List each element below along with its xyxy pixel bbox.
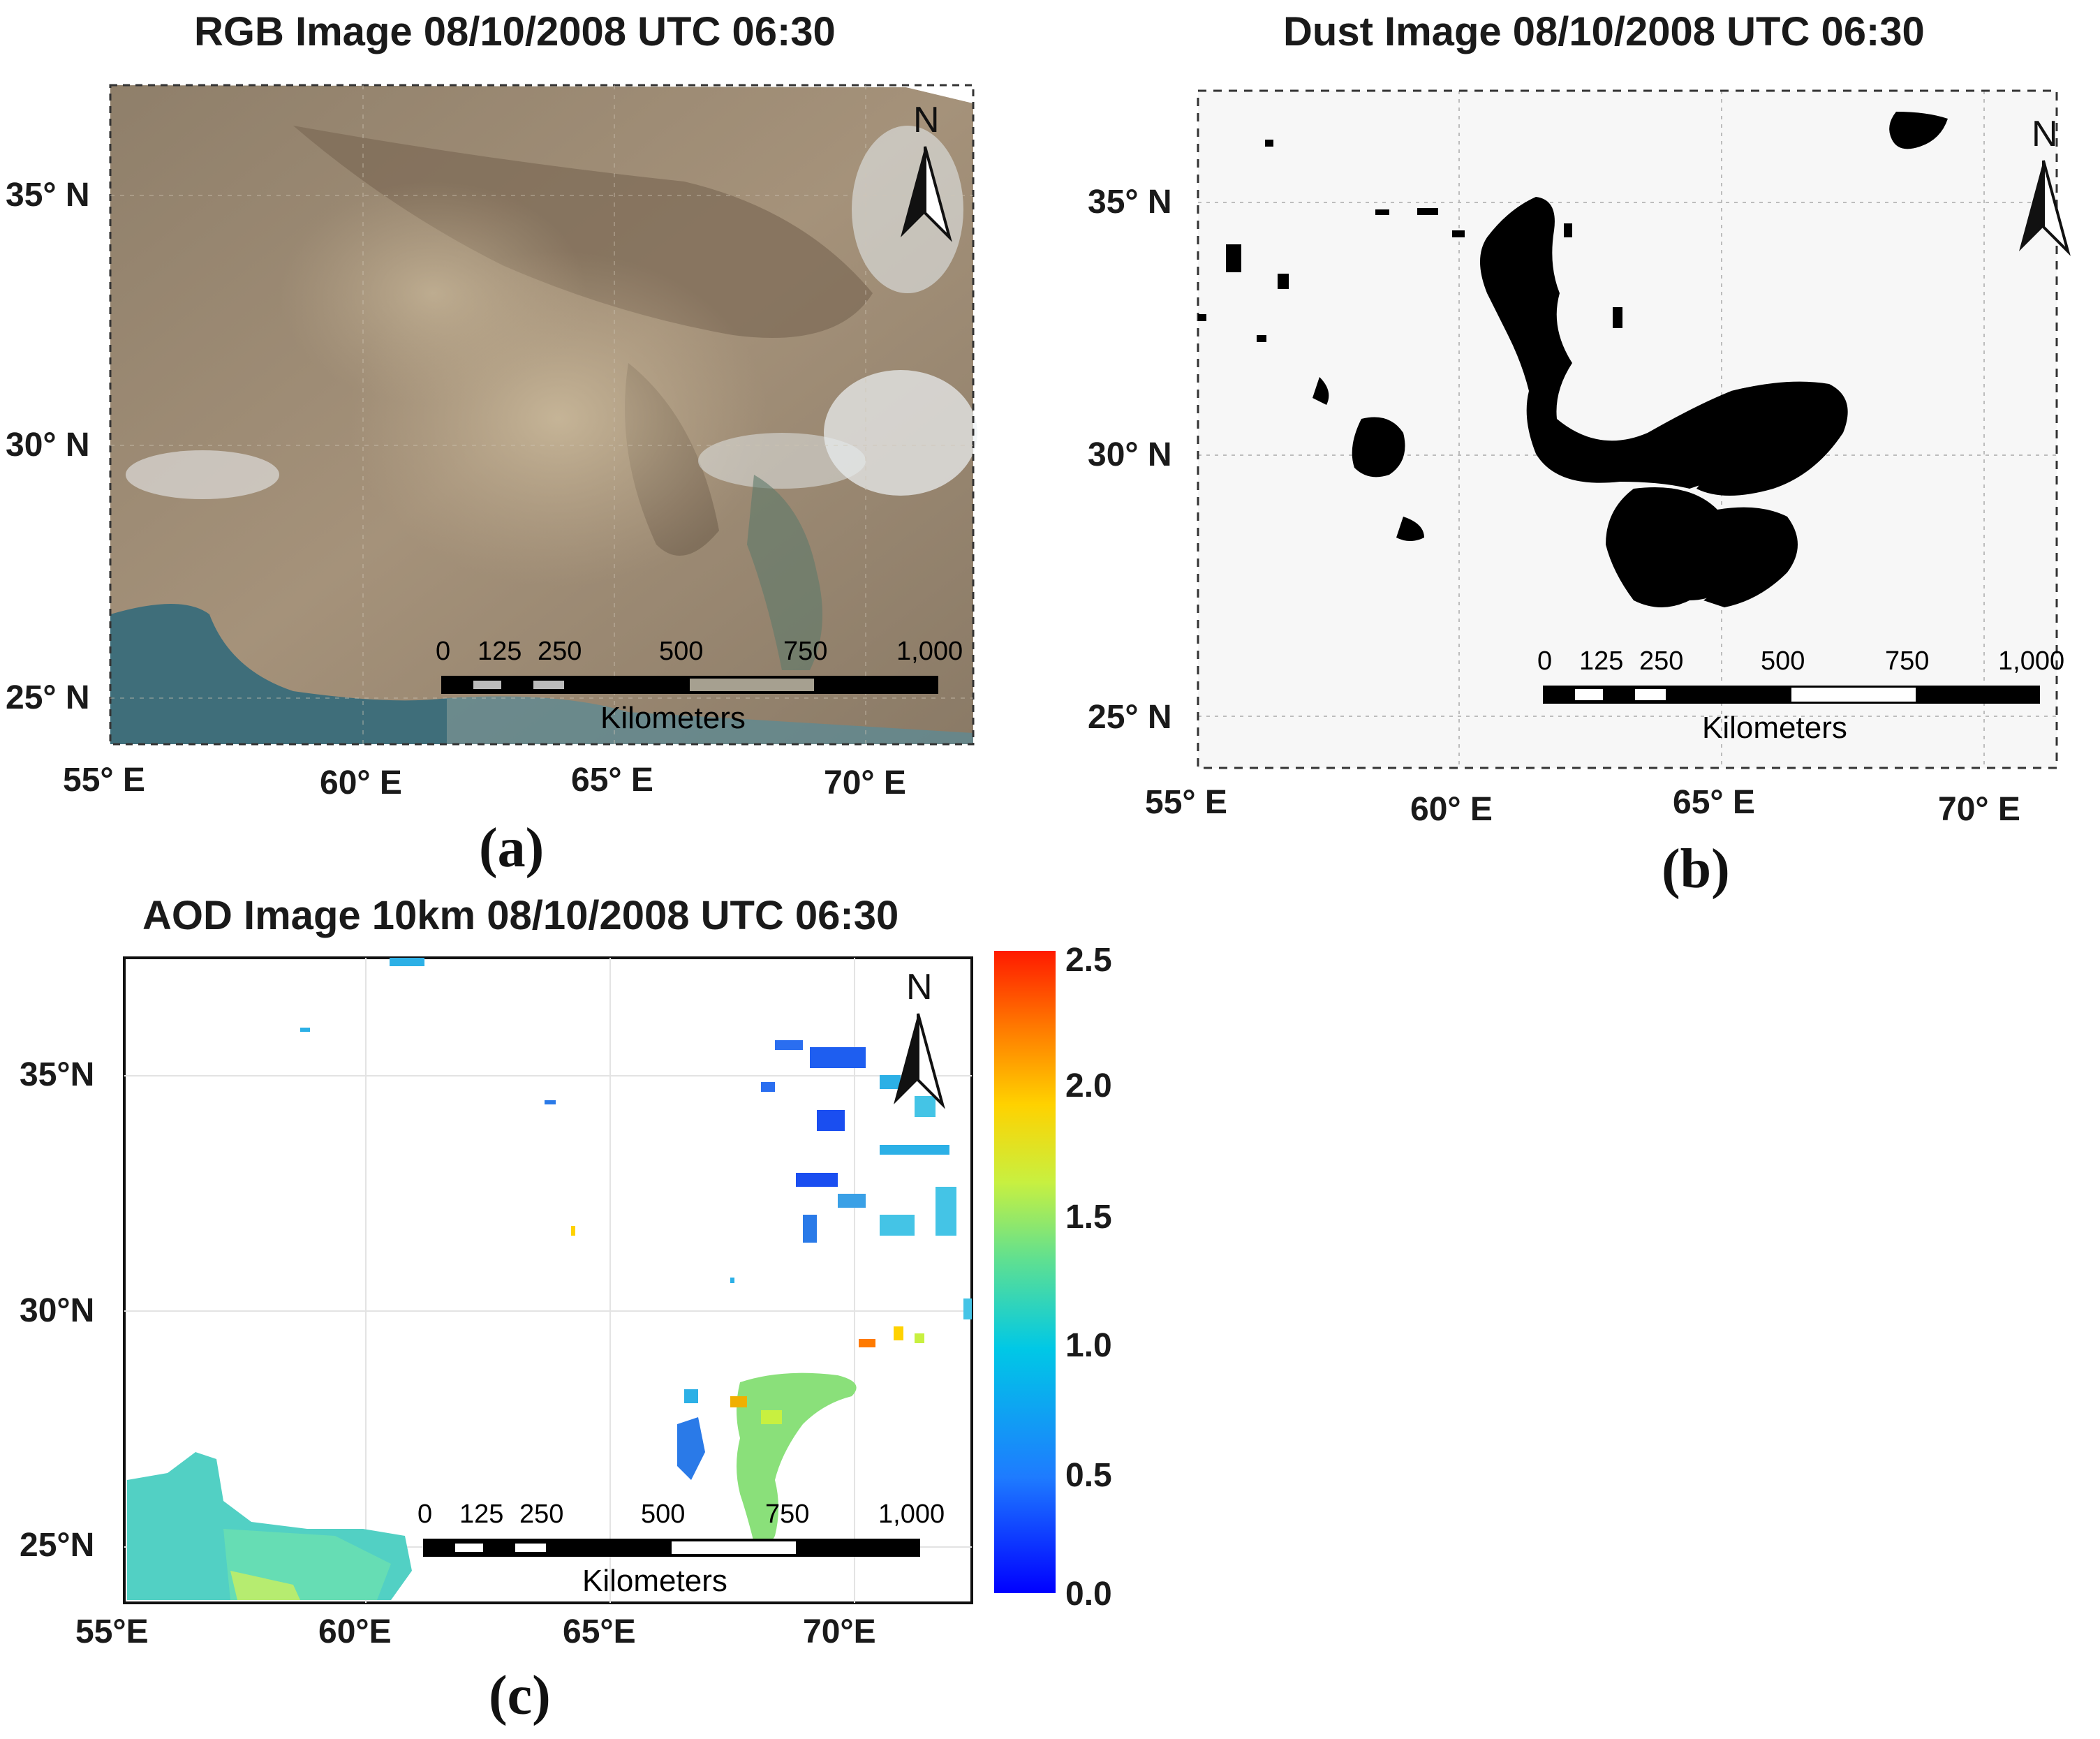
scale-unit: Kilometers	[1702, 711, 1847, 745]
panel-c-lon-65: 65°E	[563, 1613, 636, 1650]
panel-a-lon-70: 70° E	[824, 764, 906, 801]
rgb-mountains	[293, 126, 873, 338]
scale-tick-125: 125	[478, 637, 522, 666]
scale-tick-250: 250	[519, 1500, 564, 1529]
panel-c-scale-bar: 0 125 250 500 750 1,000 Kilometers	[417, 1500, 948, 1604]
panel-a-label: (a)	[479, 817, 545, 879]
dust-ne-patch	[1889, 112, 1948, 149]
scale-tick-750: 750	[1885, 646, 1930, 676]
panel-b-title: Dust Image 08/10/2008 UTC 06:30	[1283, 9, 1925, 54]
scale-tick-250: 250	[538, 637, 582, 666]
panel-b-north-label: N	[2032, 114, 2058, 154]
panel-b-label: (b)	[1662, 838, 1730, 900]
panel-a-north-label: N	[913, 100, 940, 140]
scale-tick-125: 125	[1579, 646, 1624, 676]
panel-a-title: RGB Image 08/10/2008 UTC 06:30	[194, 9, 836, 54]
panel-a-lat-25: 25° N	[6, 679, 90, 716]
panel-b-lon-60: 60° E	[1410, 791, 1493, 828]
panel-c-label: (c)	[489, 1665, 551, 1726]
scale-tick-750: 750	[765, 1500, 810, 1529]
panel-b-lat-35: 35° N	[1088, 184, 1172, 221]
panel-c-lon-70: 70°E	[803, 1613, 876, 1650]
colorbar-tick-2-0: 2.0	[1065, 1067, 1112, 1104]
dust-west-patch	[1352, 417, 1405, 478]
panel-c-north-arrow: N	[880, 967, 956, 1111]
scale-tick-500: 500	[1761, 646, 1805, 676]
scale-tick-500: 500	[659, 637, 704, 666]
colorbar-tick-2-5: 2.5	[1065, 942, 1112, 979]
panel-a-north-arrow: N	[887, 100, 963, 244]
panel-a-lat-30: 30° N	[6, 427, 90, 464]
colorbar-tick-1-0: 1.0	[1065, 1327, 1112, 1364]
colorbar-tick-1-5: 1.5	[1065, 1199, 1112, 1236]
scale-tick-1000: 1,000	[878, 1500, 945, 1529]
north-arrow-icon	[901, 146, 952, 242]
panel-b-lat-30: 30° N	[1088, 436, 1172, 473]
panel-c-title: AOD Image 10km 08/10/2008 UTC 06:30	[142, 893, 899, 938]
scale-tick-1000: 1,000	[1998, 646, 2065, 676]
panel-c-colorbar	[994, 951, 1056, 1593]
colorbar-tick-0-0: 0.0	[1065, 1576, 1112, 1613]
scale-unit: Kilometers	[600, 701, 746, 735]
scale-tick-250: 250	[1639, 646, 1684, 676]
panel-c-lat-35: 35°N	[20, 1056, 95, 1093]
scale-tick-0: 0	[417, 1500, 433, 1529]
colorbar-tick-0-5: 0.5	[1065, 1457, 1112, 1494]
scale-unit: Kilometers	[582, 1564, 727, 1598]
panel-a-lon-60: 60° E	[320, 764, 402, 801]
rgb-sea	[110, 604, 447, 744]
panel-c-lat-25: 25°N	[20, 1527, 95, 1564]
panel-b-lat-25: 25° N	[1088, 699, 1172, 736]
panel-b-lon-70: 70° E	[1938, 791, 2020, 828]
north-arrow-icon	[2019, 160, 2071, 256]
panel-b-lon-65: 65° E	[1673, 784, 1755, 821]
panel-a-lon-65: 65° E	[571, 762, 653, 799]
panel-c-north-label: N	[906, 967, 933, 1007]
panel-b-north-arrow: N	[2005, 114, 2082, 258]
scale-tick-0: 0	[436, 637, 451, 666]
scale-tick-0: 0	[1537, 646, 1553, 676]
panel-c-lon-55: 55°E	[75, 1613, 149, 1650]
panel-b-lon-55: 55° E	[1145, 784, 1227, 821]
panel-c-lon-60: 60°E	[318, 1613, 392, 1650]
scale-tick-125: 125	[459, 1500, 504, 1529]
panel-b-scale-bar: 0 125 250 500 750 1,000 Kilometers	[1537, 646, 2068, 751]
rgb-clouds	[852, 126, 963, 293]
panel-a-lon-55: 55° E	[63, 762, 145, 799]
dust-south-blob	[1606, 487, 1754, 607]
scale-tick-1000: 1,000	[896, 637, 963, 666]
panel-a-lat-35: 35° N	[6, 177, 90, 214]
panel-c-lat-30: 30°N	[20, 1292, 95, 1329]
scale-tick-500: 500	[641, 1500, 686, 1529]
dust-main-plume	[1480, 197, 1829, 489]
north-arrow-icon	[894, 1013, 945, 1109]
scale-tick-750: 750	[783, 637, 828, 666]
panel-a-scale-bar: 0 125 250 500 750 1,000 Kilometers	[436, 637, 966, 741]
